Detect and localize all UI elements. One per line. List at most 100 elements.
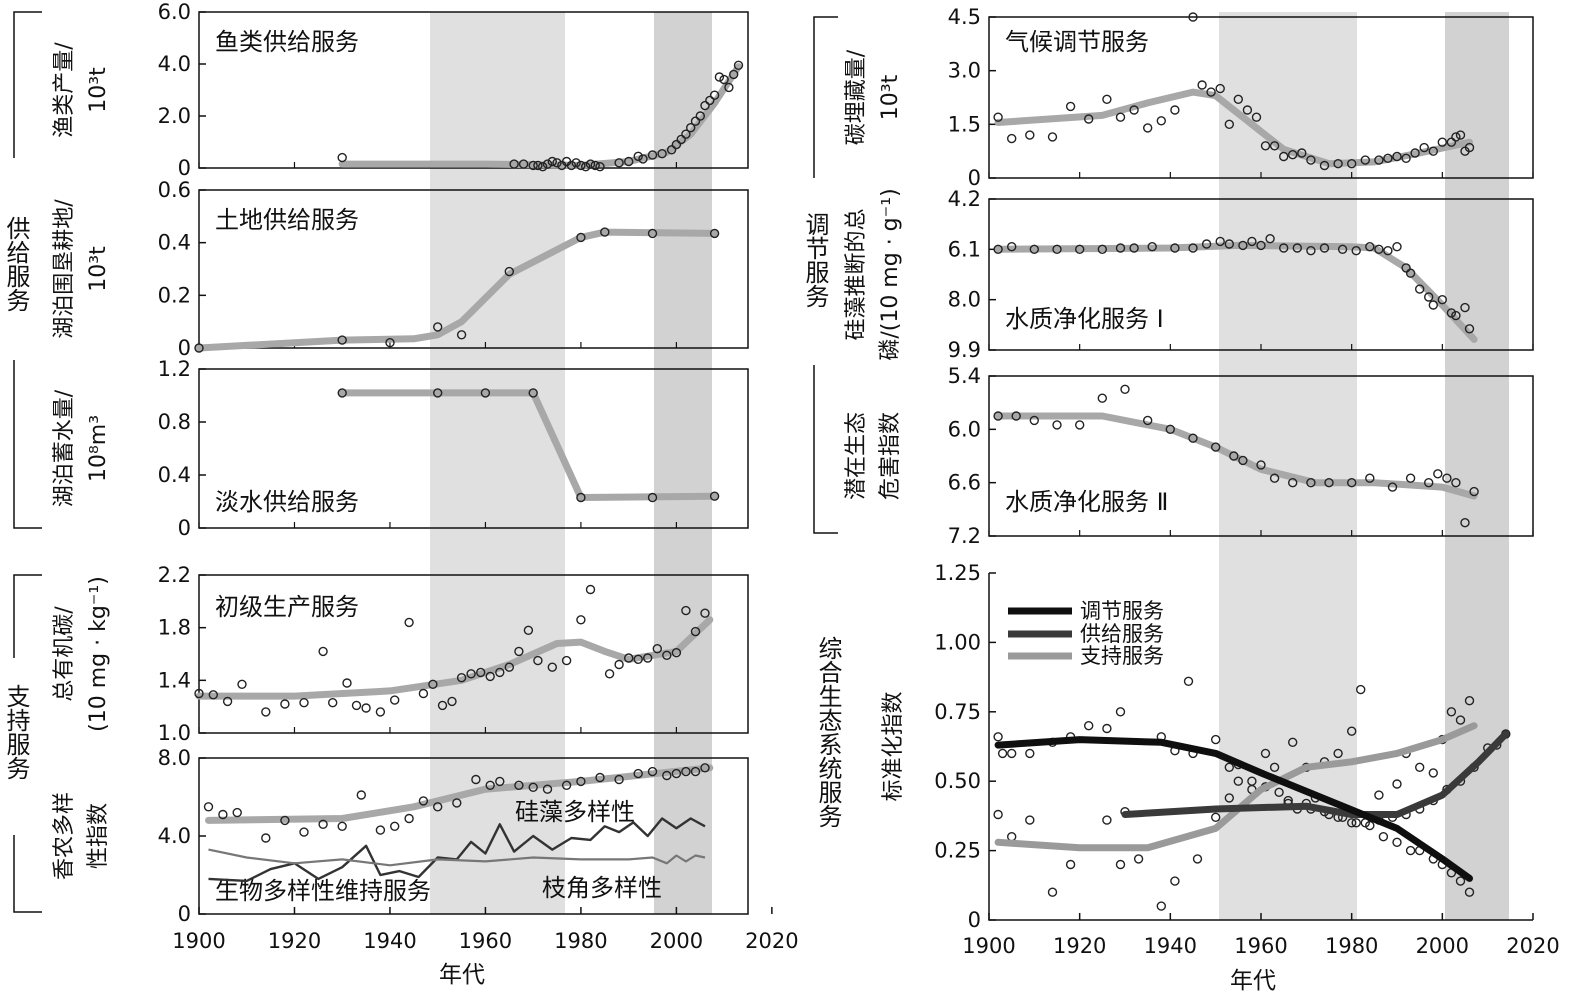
legend-label-regulation: 调节服务 xyxy=(1080,599,1164,623)
climate-point xyxy=(1142,123,1153,133)
tp-point xyxy=(1414,284,1425,294)
composite-point-2 xyxy=(1464,696,1475,706)
risk-ylabel-line: 危害指数 xyxy=(878,412,903,500)
fish-point xyxy=(576,160,586,171)
diversity-shannon-point xyxy=(681,766,691,777)
composite-point-2 xyxy=(1065,859,1076,870)
diversity-shannon-point xyxy=(418,796,429,806)
primary-point xyxy=(280,699,290,709)
primary-point xyxy=(428,679,438,689)
climate-point xyxy=(1115,112,1126,122)
tp-point xyxy=(1464,324,1475,334)
primary-point xyxy=(547,662,557,672)
tp-point xyxy=(1265,233,1275,244)
primary-point xyxy=(237,679,247,689)
risk-ylabel-line: 潜在生态 xyxy=(844,412,869,500)
risk-point xyxy=(1097,393,1108,403)
climate-ytick-label: 1.5 xyxy=(948,112,981,136)
composite-point-2 xyxy=(1392,779,1402,789)
land-ylabel-line: 10³t xyxy=(86,246,111,292)
climate-point xyxy=(1287,149,1298,160)
primary-point xyxy=(561,655,572,666)
land-ytick-label: 0.4 xyxy=(158,231,191,255)
tp-point xyxy=(1129,243,1139,253)
fish-point xyxy=(724,82,734,93)
fish-point xyxy=(647,150,658,160)
tp-point xyxy=(1428,300,1439,310)
primary-point xyxy=(533,655,543,666)
primary-point xyxy=(361,703,371,713)
tp-point xyxy=(1238,240,1248,251)
risk-point xyxy=(1052,420,1062,430)
tp-point xyxy=(1097,244,1108,255)
composite-point-0 xyxy=(997,748,1008,759)
diversity-shannon-point xyxy=(647,766,658,777)
fish-point xyxy=(624,156,634,167)
diversity-shannon-trend xyxy=(205,764,714,824)
composite-point-2 xyxy=(1047,887,1058,897)
composite-point-0 xyxy=(993,732,1003,742)
composite-ytick-label: 1.00 xyxy=(934,630,981,654)
fish-ylabel-line: 渔类产量/ xyxy=(52,42,77,138)
composite-point-2 xyxy=(1192,854,1203,864)
land-ylabel-line: 湖泊围垦耕地/ xyxy=(52,199,77,339)
diversity-ylabel-line: 香农多样 xyxy=(52,792,77,880)
x-tick-label-right: 1920 xyxy=(1053,934,1106,958)
diversity-shannon-point xyxy=(662,770,672,781)
primary-point xyxy=(194,688,204,699)
diversity-ytick-label: 0 xyxy=(178,902,191,926)
risk-title: 水质净化服务 Ⅱ xyxy=(1005,488,1168,516)
composite-point-2 xyxy=(1233,776,1244,786)
climate-point xyxy=(1251,112,1262,122)
provision-bracket xyxy=(13,11,42,529)
regulation-group-label: 调节服务 xyxy=(801,212,829,308)
primary-ytick-label: 1.0 xyxy=(158,721,191,745)
primary-point xyxy=(624,653,634,663)
diversity-shannon-point xyxy=(595,772,605,783)
fish-point xyxy=(595,161,605,172)
fish-point xyxy=(671,139,682,150)
climate-point xyxy=(1047,132,1058,142)
primary-point xyxy=(447,696,457,707)
climate-ytick-label: 0 xyxy=(968,166,981,190)
risk-point xyxy=(1074,420,1085,430)
climate-point xyxy=(1392,151,1402,162)
primary-point xyxy=(523,625,534,635)
water-title: 淡水供给服务 xyxy=(215,488,359,516)
risk-ytick-label: 6.0 xyxy=(948,417,981,441)
climate-point xyxy=(1374,155,1384,165)
panel-composite: 1.25 1.00 0.75 0.50 0.25 0 标准化指数 xyxy=(881,561,1534,932)
primary-point xyxy=(671,648,682,658)
water-point xyxy=(709,491,720,501)
land-point xyxy=(385,338,395,348)
x-tick-label-left: 1920 xyxy=(268,929,321,953)
climate-point xyxy=(1206,87,1216,97)
risk-point xyxy=(1256,460,1266,470)
x-tick-label-right: 1940 xyxy=(1144,934,1197,958)
land-title: 土地供给服务 xyxy=(215,206,359,234)
composite-point-0 xyxy=(1464,887,1475,897)
composite-point-2 xyxy=(1455,715,1466,725)
fish-ylabel-line: 10³t xyxy=(86,67,111,113)
composite-point-0 xyxy=(1102,723,1112,734)
composite-point-2 xyxy=(1269,762,1280,772)
composite-point-2 xyxy=(1183,676,1194,686)
tp-point xyxy=(1201,239,1212,249)
land-point xyxy=(647,228,658,239)
water-point xyxy=(576,492,586,503)
tp-point xyxy=(1224,239,1235,249)
composite-trend-0 xyxy=(994,736,1473,882)
primary-ytick-label: 1.4 xyxy=(158,668,191,692)
fish-point xyxy=(666,145,677,155)
climate-point xyxy=(1455,130,1466,140)
climate-ylabel-line: 10³t xyxy=(878,74,903,120)
fish-point xyxy=(700,100,710,111)
risk-point xyxy=(1011,411,1021,421)
fish-point xyxy=(733,60,744,71)
x-tick-label-left: 2020 xyxy=(745,929,798,953)
fish-point xyxy=(614,158,624,168)
primary-point xyxy=(585,584,596,595)
diversity-shannon-point xyxy=(542,784,553,794)
tp-point xyxy=(1319,243,1330,253)
